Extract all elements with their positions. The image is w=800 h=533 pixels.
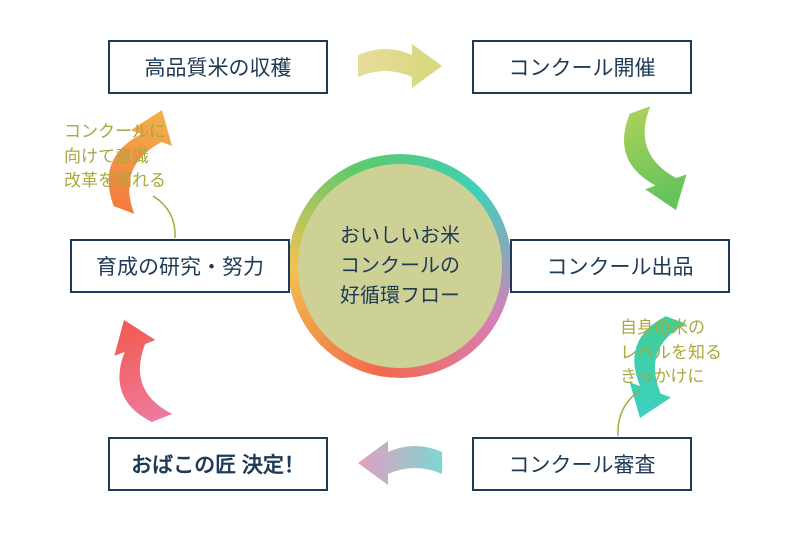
annotation-tail-a_right bbox=[0, 0, 800, 533]
diagram-stage: { "canvas": { "width": 800, "height": 53… bbox=[0, 0, 800, 533]
